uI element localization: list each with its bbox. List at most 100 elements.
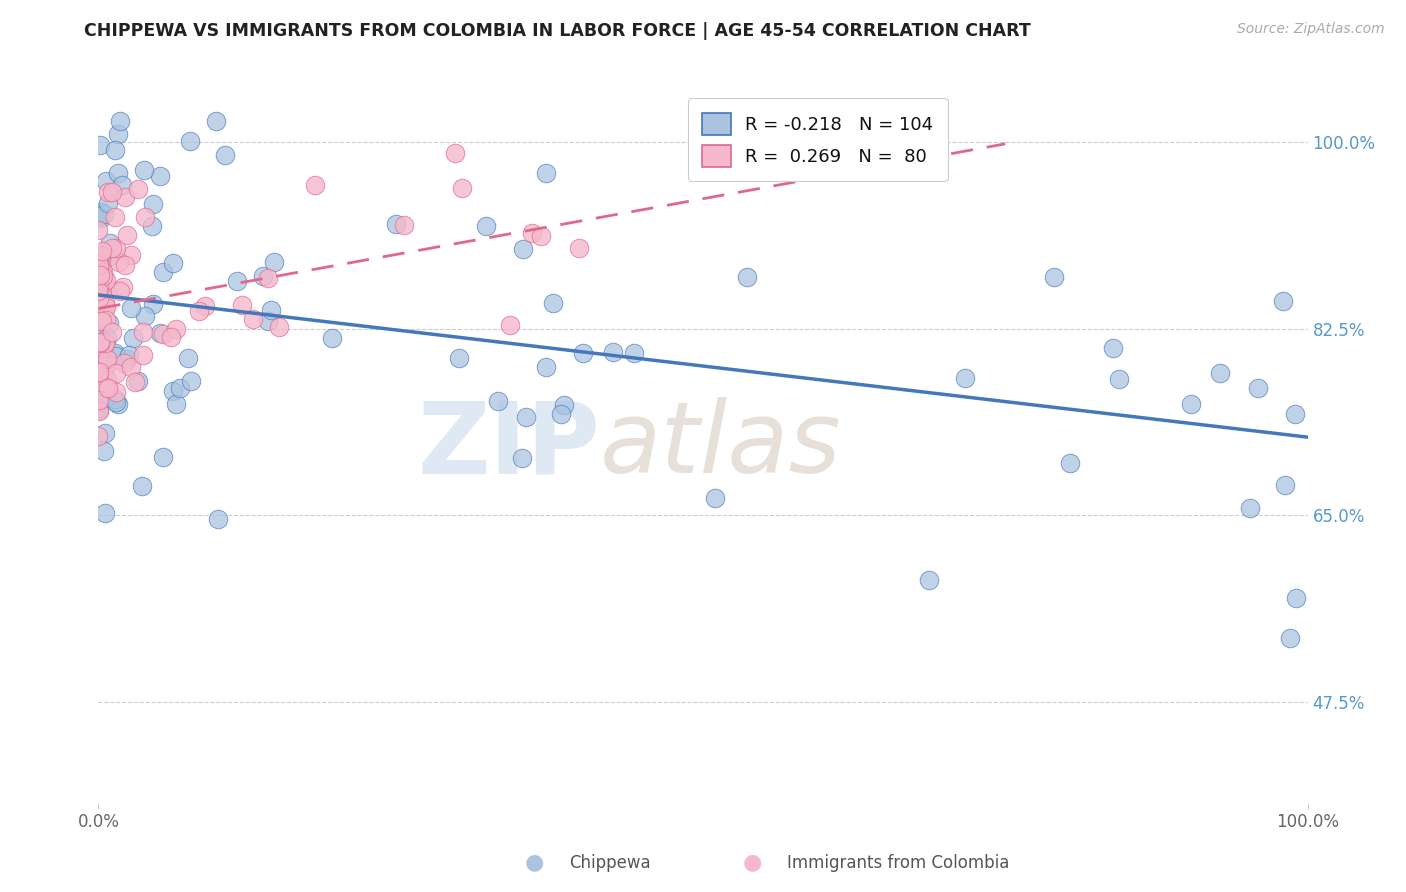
Point (169, 381, 191, 395)
Point (449, 351, 471, 366)
Point (87, 285, 110, 299)
Point (93, 265, 115, 279)
Point (89, 403, 111, 417)
Point (918, 573, 941, 587)
Point (93, 207, 115, 221)
Point (152, 265, 174, 279)
Point (384, 217, 406, 231)
Point (107, 127, 129, 141)
Point (304, 178, 326, 193)
Point (89, 268, 111, 282)
Point (93, 335, 115, 350)
Point (105, 367, 128, 381)
Point (94, 174, 117, 188)
Point (112, 280, 135, 294)
Point (97, 186, 120, 200)
Point (131, 348, 153, 362)
Point (1239, 500, 1261, 515)
Point (101, 325, 124, 339)
Point (512, 242, 534, 256)
Point (96, 331, 118, 345)
Point (87, 256, 110, 270)
Point (104, 143, 127, 157)
Point (127, 182, 149, 196)
Point (205, 114, 228, 128)
Point (602, 345, 624, 359)
Point (97, 251, 120, 265)
Point (451, 181, 474, 195)
Point (104, 394, 127, 409)
Point (572, 346, 595, 360)
Point (142, 197, 165, 211)
Point (111, 178, 134, 193)
Point (94, 301, 117, 315)
Point (1180, 397, 1202, 411)
Legend: R = -0.218   N = 104, R =  0.269   N =  80: R = -0.218 N = 104, R = 0.269 N = 80 (688, 98, 948, 181)
Point (179, 134, 201, 148)
Point (568, 241, 591, 255)
Point (96, 352, 118, 367)
Point (122, 330, 145, 344)
Point (101, 185, 124, 199)
Point (94, 273, 117, 287)
Point (534, 360, 557, 375)
Point (87, 313, 110, 327)
Point (91, 369, 114, 384)
Point (152, 327, 174, 342)
Point (94, 296, 117, 310)
Point (499, 318, 522, 332)
Point (105, 241, 128, 255)
Text: ●: ● (742, 853, 762, 872)
Point (225, 274, 247, 288)
Point (89, 261, 111, 276)
Point (180, 374, 202, 388)
Point (162, 256, 184, 270)
Point (114, 190, 136, 204)
Point (120, 359, 142, 374)
Point (94, 506, 117, 520)
Point (474, 219, 496, 233)
Point (87, 262, 110, 277)
Point (188, 304, 211, 318)
Point (87, 283, 110, 297)
Point (132, 325, 155, 339)
Point (87, 279, 110, 293)
Point (89, 289, 111, 303)
Point (112, 356, 135, 370)
Point (89, 335, 111, 350)
Text: atlas: atlas (600, 398, 842, 494)
Point (1274, 478, 1296, 492)
Point (110, 114, 132, 128)
Point (117, 227, 139, 242)
Point (1059, 456, 1081, 470)
Point (97, 382, 120, 396)
Point (98, 316, 121, 330)
Point (510, 450, 533, 465)
Point (87, 429, 110, 443)
Point (1285, 591, 1308, 606)
Point (703, 491, 725, 506)
Point (550, 407, 572, 421)
Point (97, 282, 120, 296)
Point (131, 478, 153, 492)
Point (93, 336, 115, 351)
Point (152, 450, 174, 464)
Point (252, 268, 274, 283)
Point (141, 219, 163, 233)
Point (87, 401, 110, 415)
Point (89, 364, 111, 378)
Point (118, 347, 141, 361)
Point (231, 298, 253, 312)
Point (536, 166, 558, 180)
Point (1247, 380, 1270, 394)
Point (1278, 631, 1301, 645)
Point (1209, 366, 1232, 380)
Point (165, 322, 187, 336)
Point (124, 376, 146, 390)
Point (486, 394, 509, 409)
Point (90, 254, 112, 268)
Point (89, 274, 111, 288)
Point (93, 443, 115, 458)
Point (165, 396, 187, 410)
Point (90, 340, 112, 354)
